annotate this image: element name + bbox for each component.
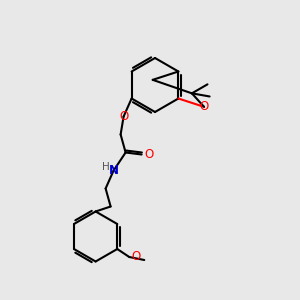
Text: O: O bbox=[200, 100, 209, 113]
Text: O: O bbox=[119, 110, 128, 123]
Text: H: H bbox=[102, 161, 110, 172]
Text: N: N bbox=[109, 164, 118, 177]
Text: O: O bbox=[145, 148, 154, 161]
Text: O: O bbox=[131, 250, 140, 263]
